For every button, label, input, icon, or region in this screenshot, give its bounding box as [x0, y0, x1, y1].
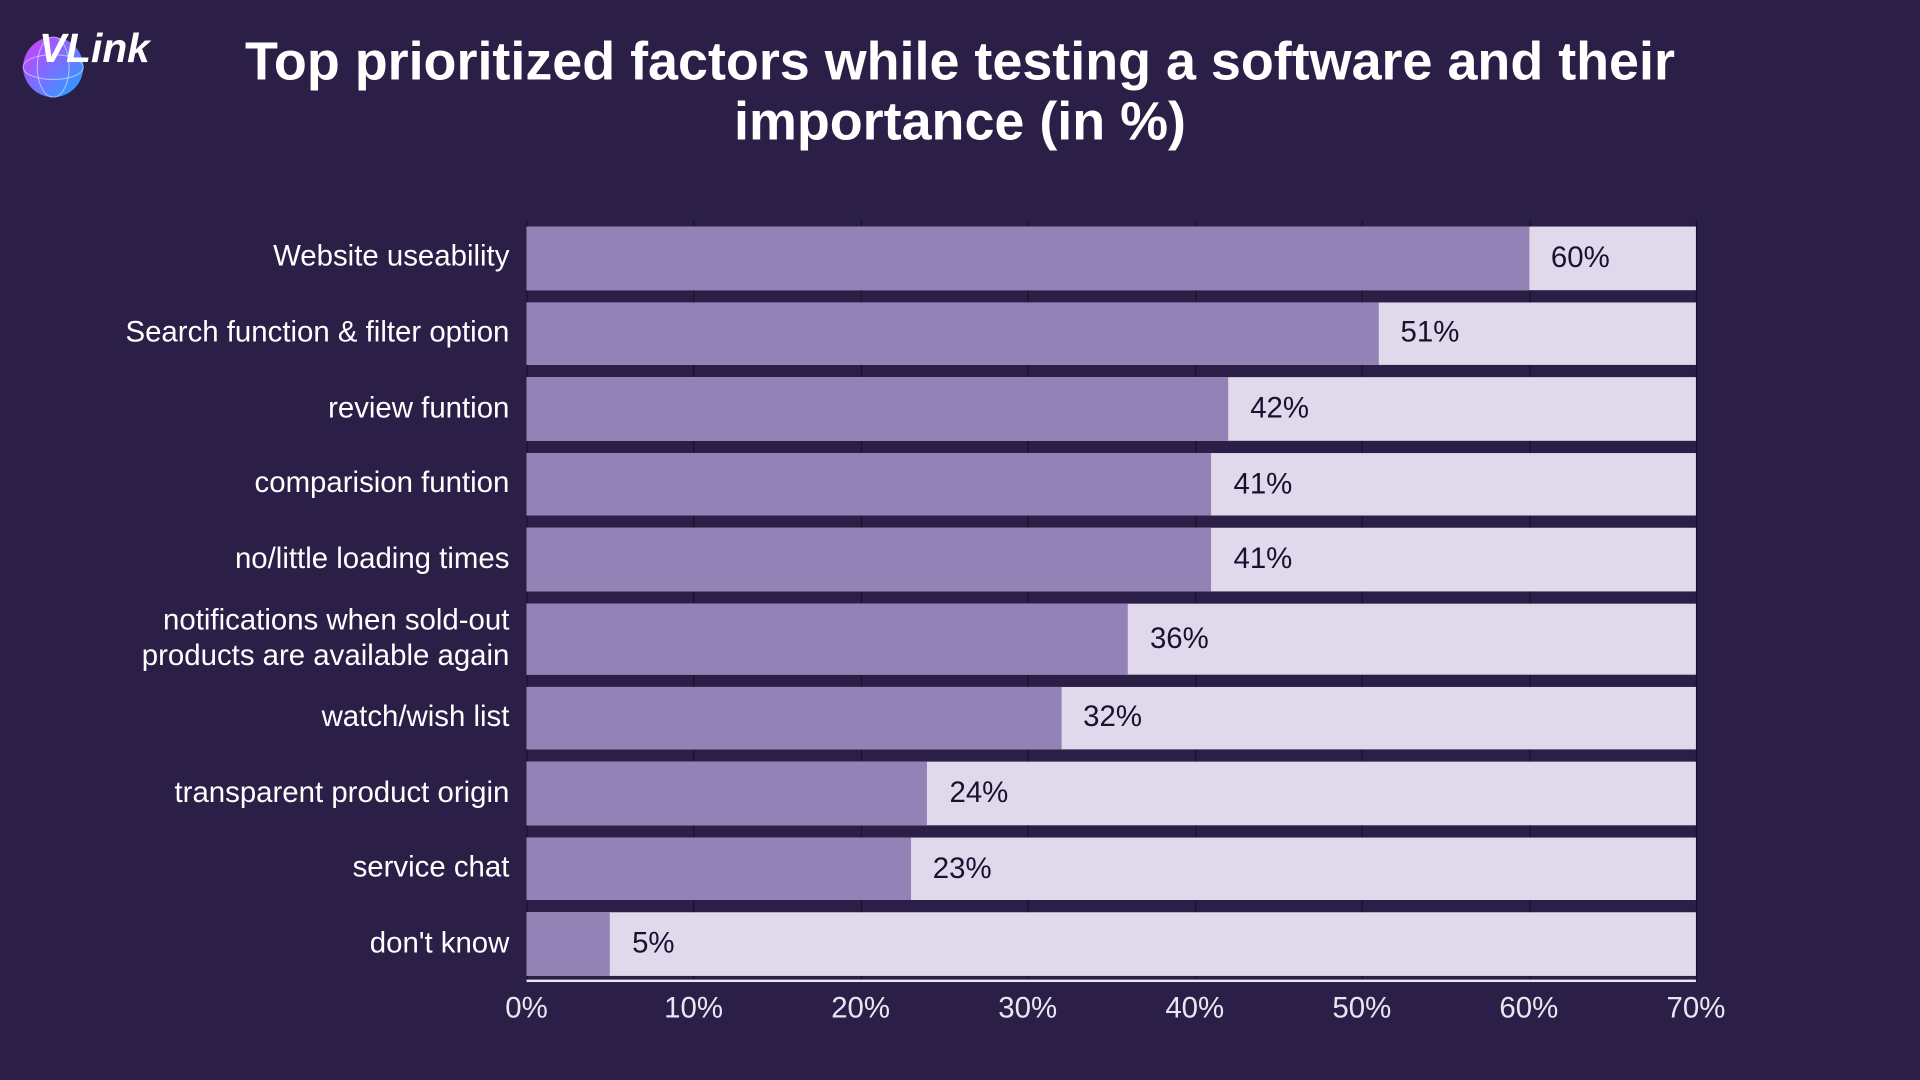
bar-fill: [527, 453, 1212, 516]
x-tick-label: 60%: [1499, 992, 1558, 1026]
y-axis-label: no/little loading times: [73, 528, 526, 591]
bar-fill: [527, 302, 1379, 365]
chart-title: Top prioritized factors while testing a …: [0, 32, 1920, 153]
bar-value-label: 42%: [1228, 377, 1309, 440]
bar-fill: [527, 227, 1529, 290]
y-axis-label: Website useability: [73, 227, 526, 290]
x-tick-label: 10%: [664, 992, 723, 1026]
x-tick-label: 0%: [505, 992, 547, 1026]
bar-fill: [527, 762, 928, 825]
bar-row: notifications when sold-out products are…: [73, 598, 1861, 681]
bar-track: 41%: [527, 528, 1696, 591]
bar-value-label: 41%: [1211, 453, 1292, 516]
bar-track: 42%: [527, 377, 1696, 440]
y-axis-label: service chat: [73, 837, 526, 900]
bar-row: transparent product origin 24%: [73, 756, 1861, 831]
x-tick-label: 50%: [1332, 992, 1391, 1026]
y-axis-label: watch/wish list: [73, 686, 526, 749]
bar-track: 41%: [527, 453, 1696, 516]
stage: VLink Top prioritized factors while test…: [0, 0, 1920, 1080]
bar-value-label: 41%: [1211, 528, 1292, 591]
x-tick-label: 20%: [831, 992, 890, 1026]
bar-value-label: 5%: [610, 913, 675, 976]
bar-row: watch/wish list 32%: [73, 680, 1861, 755]
y-axis-label: notifications when sold-out products are…: [73, 604, 526, 675]
bar-fill: [527, 913, 611, 976]
chart-area: Website useability60%Search function & f…: [73, 220, 1861, 1040]
bar-row: don't know 5%: [73, 907, 1861, 982]
bar-row: comparision funtion 41%: [73, 447, 1861, 522]
bar-fill: [527, 686, 1062, 749]
bar-value-label: 36%: [1128, 604, 1209, 675]
bar-track: 36%: [527, 604, 1696, 675]
bar-fill: [527, 528, 1212, 591]
x-tick-label: 30%: [998, 992, 1057, 1026]
y-axis-label: transparent product origin: [73, 762, 526, 825]
bar-track: 32%: [527, 686, 1696, 749]
y-axis-label: don't know: [73, 913, 526, 976]
x-tick-label: 70%: [1667, 992, 1726, 1026]
y-axis-label: Search function & filter option: [73, 302, 526, 365]
bar-row: Search function & filter option 51%: [73, 296, 1861, 371]
bar-fill: [527, 837, 911, 900]
bar-value-label: 60%: [1529, 227, 1610, 290]
y-axis-label: review funtion: [73, 377, 526, 440]
bar-value-label: 23%: [911, 837, 992, 900]
x-tick-label: 40%: [1165, 992, 1224, 1026]
bar-track: 23%: [527, 837, 1696, 900]
bar-rows: Website useability60%Search function & f…: [73, 220, 1861, 982]
bar-row: review funtion 42%: [73, 371, 1861, 446]
bar-row: no/little loading times 41%: [73, 522, 1861, 597]
bar-value-label: 32%: [1061, 686, 1142, 749]
x-axis-ticks: 0%10%20%30%40%50%60%70%: [527, 982, 1696, 1041]
bar-track: 60%: [527, 227, 1696, 290]
bar-value-label: 51%: [1379, 302, 1460, 365]
bar-track: 5%: [527, 913, 1696, 976]
y-axis-label: comparision funtion: [73, 453, 526, 516]
bar-fill: [527, 377, 1229, 440]
bar-value-label: 24%: [927, 762, 1008, 825]
bar-row: Website useability 60%: [73, 220, 1861, 295]
bar-track: 24%: [527, 762, 1696, 825]
bar-row: service chat 23%: [73, 831, 1861, 906]
bar-fill: [527, 604, 1128, 675]
bar-track: 51%: [527, 302, 1696, 365]
